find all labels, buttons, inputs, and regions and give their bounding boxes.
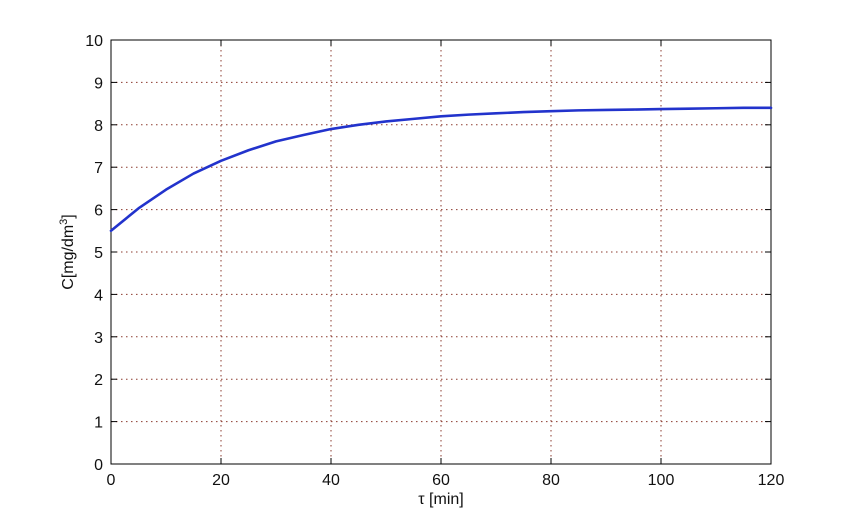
x-tick-label: 60 <box>432 472 450 489</box>
series-line <box>109 106 773 233</box>
x-tick-label: 100 <box>648 472 675 489</box>
y-tick-label: 1 <box>94 415 103 432</box>
y-tick-label: 10 <box>85 33 103 50</box>
y-tick-label: 6 <box>94 203 103 220</box>
y-tick-label: 9 <box>94 75 103 92</box>
y-tick-label: 8 <box>94 118 103 135</box>
y-tick-label: 0 <box>94 457 103 474</box>
x-tick-label: 80 <box>542 472 560 489</box>
y-tick-label: 4 <box>94 287 103 304</box>
x-tick-label: 0 <box>107 472 116 489</box>
y-tick-label: 2 <box>94 372 103 389</box>
y-axis-label-superscript: 3 <box>58 219 70 225</box>
y-tick-label: 7 <box>94 160 103 177</box>
grid <box>111 40 771 464</box>
x-tick-label: 120 <box>758 472 785 489</box>
y-axis-label-close: ] <box>60 214 77 218</box>
y-tick-label: 3 <box>94 330 103 347</box>
axis-ticks: 0 20 40 60 80 100 120 0 1 2 3 4 5 6 7 8 9 10 <box>85 33 784 489</box>
y-axis-label-main: C[mg/dm <box>60 225 77 290</box>
x-tick-label: 20 <box>212 472 230 489</box>
x-tick-label: 40 <box>322 472 340 489</box>
x-axis-label: τ [min] <box>418 491 463 508</box>
y-axis-label: C[mg/dm3] <box>58 214 77 289</box>
series-layer <box>109 106 773 233</box>
y-tick-label: 5 <box>94 245 103 262</box>
